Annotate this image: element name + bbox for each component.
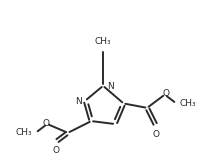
Text: CH₃: CH₃	[179, 99, 196, 108]
Text: N: N	[107, 82, 113, 91]
Text: CH₃: CH₃	[16, 128, 33, 137]
Text: N: N	[75, 97, 82, 106]
Text: O: O	[152, 130, 159, 139]
Text: O: O	[53, 146, 60, 155]
Text: O: O	[163, 89, 170, 98]
Text: CH₃: CH₃	[95, 37, 111, 46]
Text: O: O	[42, 119, 49, 128]
